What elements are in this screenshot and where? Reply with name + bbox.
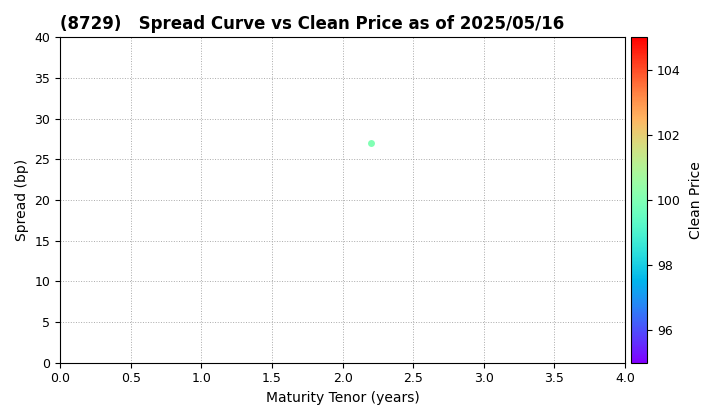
X-axis label: Maturity Tenor (years): Maturity Tenor (years): [266, 391, 420, 405]
Point: [365, 140, 377, 147]
Text: (8729)   Spread Curve vs Clean Price as of 2025/05/16: (8729) Spread Curve vs Clean Price as of…: [60, 15, 564, 33]
Y-axis label: Spread (bp): Spread (bp): [15, 159, 29, 241]
Y-axis label: Clean Price: Clean Price: [689, 161, 703, 239]
